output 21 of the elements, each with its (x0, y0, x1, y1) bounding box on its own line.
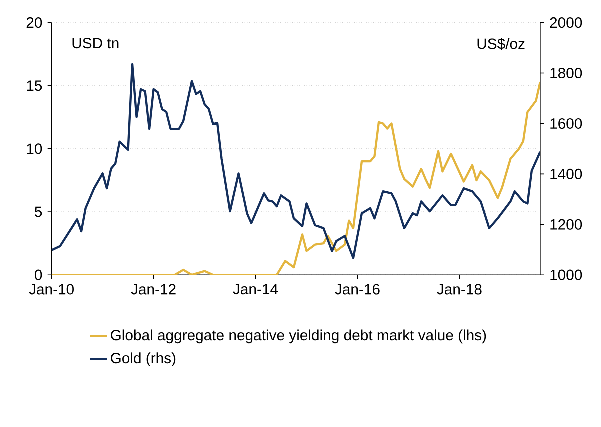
y2-tick-label: 2000 (550, 18, 582, 28)
x-tick-label: Jan-16 (335, 284, 380, 295)
y2-tick-label: 1600 (550, 118, 582, 129)
x-tick-label: Jan-18 (437, 284, 482, 295)
line-series (52, 63, 540, 260)
y-axis-title: USD tn (72, 38, 119, 49)
x-tick-label: Jan-14 (233, 284, 278, 295)
y-tick-label: 10 (27, 144, 42, 154)
y-tick-label: 0 (34, 270, 42, 280)
y-tick-label: 15 (27, 80, 42, 92)
y2-axis-title: US$/oz (478, 38, 525, 50)
y-tick-label: 20 (26, 18, 42, 28)
legend-label: Gold (rhs) (111, 352, 176, 367)
y2-tick-label: 1800 (550, 68, 582, 79)
y2-tick-label: 1400 (550, 168, 582, 180)
legend-label: Global aggregate negative yielding debt markt value (lhs) (111, 330, 486, 344)
y-tick-label: 5 (35, 206, 42, 218)
x-tick-label: Jan-12 (131, 284, 176, 295)
y2-tick-label: 1000 (550, 270, 582, 280)
y2-tick-label: 1200 (550, 219, 582, 230)
x-tick-label: Jan-10 (29, 284, 74, 295)
